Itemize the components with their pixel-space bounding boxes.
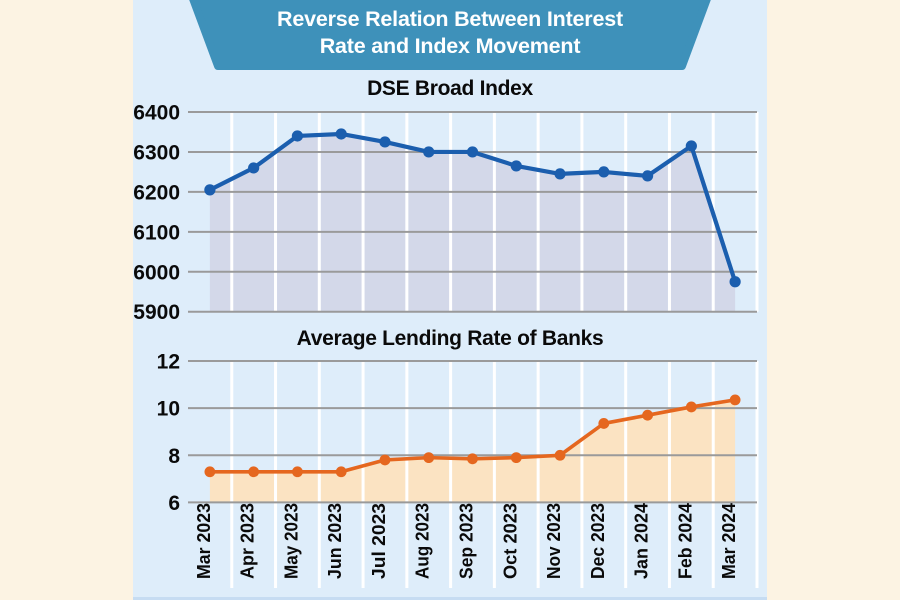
x-tick-label: Feb 2024	[675, 503, 695, 579]
data-point	[685, 140, 697, 152]
x-tick-label: Nov 2023	[544, 503, 564, 579]
bottom-edge-line	[133, 597, 767, 600]
data-point	[466, 146, 479, 158]
data-point	[729, 394, 741, 406]
data-point	[510, 160, 522, 172]
data-point	[335, 128, 347, 140]
y-tick-label: 6300	[133, 141, 180, 164]
banner-title-line1: Reverse Relation Between Interest	[277, 7, 623, 31]
data-point	[467, 453, 478, 465]
title-banner	[189, 0, 711, 70]
data-point	[641, 170, 654, 182]
data-point	[685, 401, 697, 413]
data-point	[379, 454, 391, 466]
x-tick-label: Jun 2023	[325, 503, 345, 579]
dse-broad-index-area	[209, 133, 736, 312]
x-tick-label: Apr 2023	[238, 503, 258, 579]
data-point	[510, 452, 522, 464]
data-point	[554, 168, 566, 180]
y-tick-label: 8	[168, 445, 180, 468]
banner-title-line2: Rate and Index Movement	[319, 34, 581, 58]
average-lending-rate-chart: 12 10 8 6 Mar 2023 Apr 2023 May 2023 Jun 2023 Ju…	[157, 352, 759, 588]
data-point	[642, 409, 653, 421]
banner-shape	[189, 0, 711, 70]
chart-title-dse-broad-index: DSE Broad Index	[367, 77, 533, 100]
y-tick-label: 10	[157, 398, 180, 421]
x-tick-label: Mar 2023	[194, 503, 214, 579]
data-point	[729, 276, 741, 288]
y-tick-label: 6	[168, 492, 180, 515]
data-point	[248, 466, 260, 478]
data-point	[204, 184, 216, 196]
dse-broad-index-chart: 6400 6300 6200 6100 6000 5900	[133, 102, 759, 322]
data-point	[598, 166, 610, 178]
data-point	[335, 466, 347, 478]
data-point	[291, 130, 304, 142]
data-point	[248, 162, 260, 174]
x-tick-label: Mar 2024	[719, 503, 739, 579]
y-tick-label: 6100	[133, 221, 180, 244]
data-point	[204, 466, 216, 478]
data-point	[292, 466, 303, 478]
x-tick-label: Oct 2023	[500, 503, 520, 579]
banner-title: Reverse Relation Between Interest Rate a…	[0, 6, 900, 60]
x-tick-label: May 2023	[281, 503, 301, 579]
y-tick-label: 6000	[133, 261, 180, 284]
x-tick-label: Sep 2023	[457, 503, 477, 579]
y-tick-label: 12	[157, 352, 180, 374]
data-point	[423, 452, 435, 464]
y-tick-label: 6400	[133, 102, 180, 125]
x-tick-label: Aug 2023	[413, 503, 433, 579]
data-point	[598, 418, 610, 429]
data-point	[423, 146, 435, 158]
x-tick-label: Jan 2024	[632, 503, 652, 579]
y-tick-label: 6200	[133, 181, 180, 204]
chart-title-average-lending-rate: Average Lending Rate of Banks	[296, 327, 604, 350]
y-tick-label: 5900	[133, 301, 180, 322]
x-tick-label: Jul 2023	[369, 503, 389, 579]
data-point	[554, 449, 566, 461]
x-tick-label: Dec 2023	[588, 503, 608, 579]
data-point	[379, 136, 391, 148]
